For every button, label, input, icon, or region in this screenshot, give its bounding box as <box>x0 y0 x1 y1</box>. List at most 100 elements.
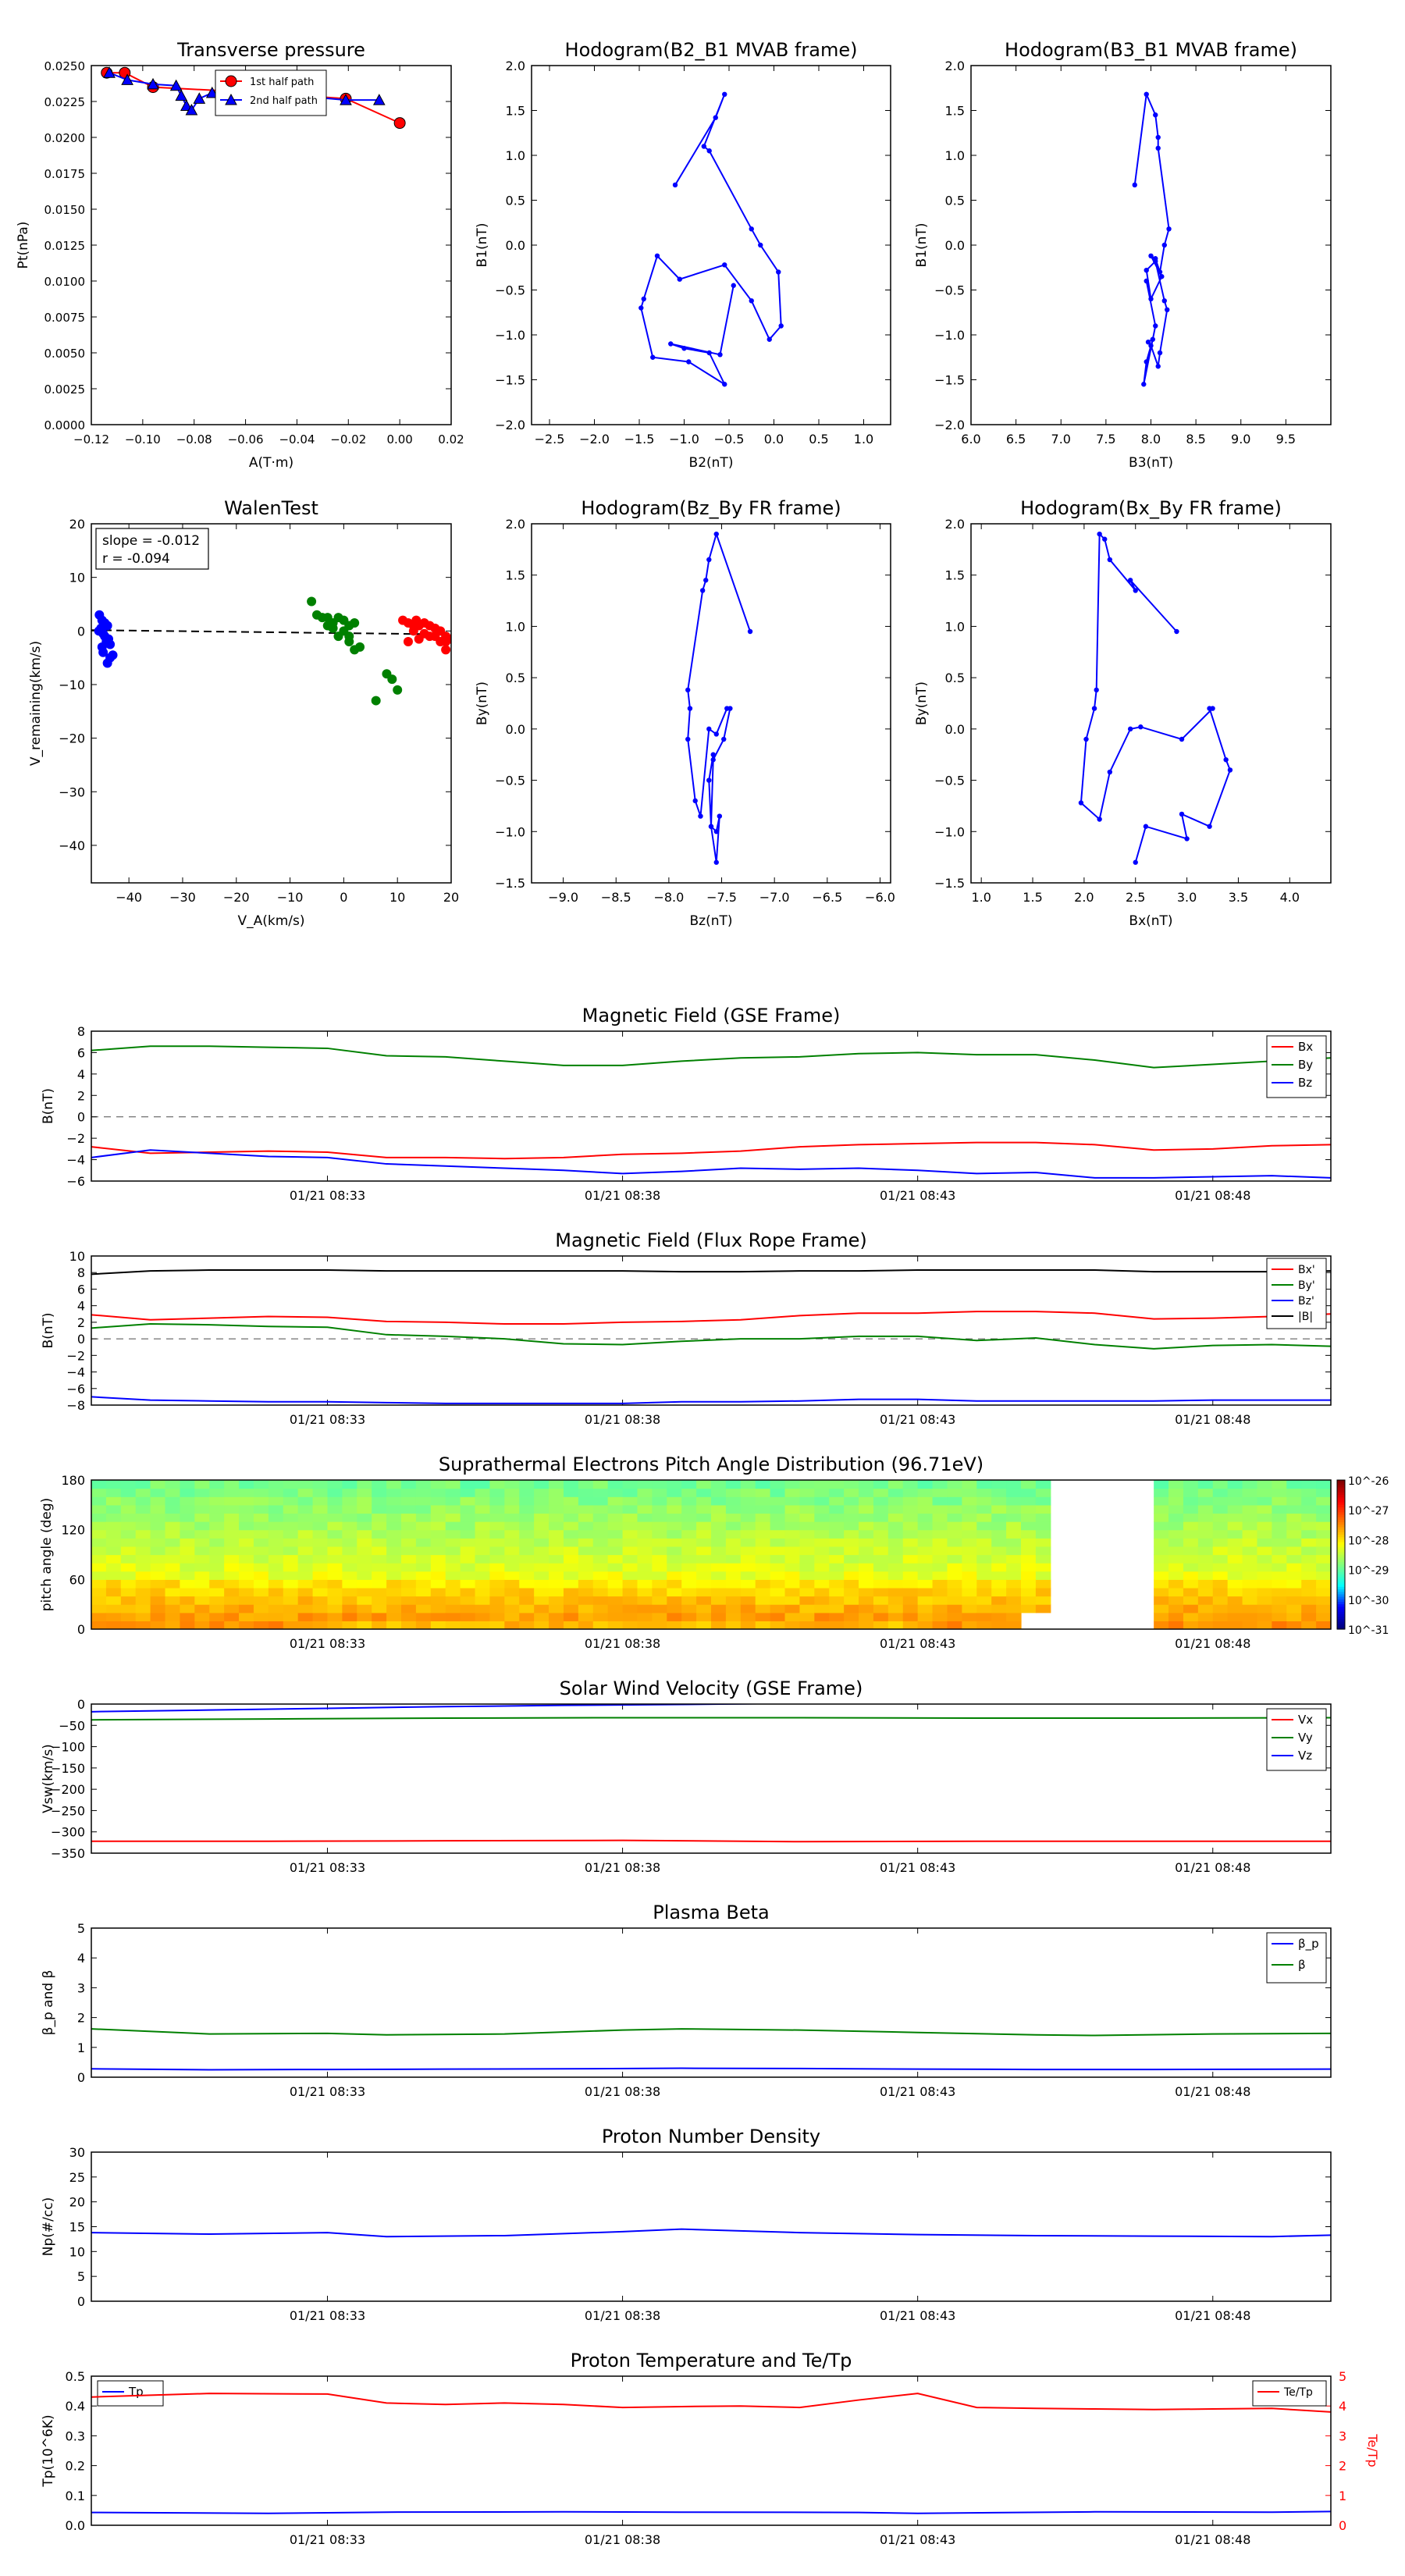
heatmap-cell <box>91 1571 107 1580</box>
heatmap-cell <box>829 1513 845 1522</box>
heatmap-cell <box>105 1521 122 1531</box>
x-tick-label: 1.5 <box>1023 890 1042 905</box>
data-point <box>94 626 104 636</box>
heatmap-cell <box>1183 1521 1199 1531</box>
heatmap-cell <box>401 1587 417 1597</box>
heatmap-cell <box>799 1587 815 1597</box>
heatmap-cell <box>652 1480 667 1489</box>
heatmap-cell <box>445 1529 461 1539</box>
y-tick-label: 2.0 <box>506 59 525 73</box>
heatmap-cell <box>519 1554 535 1564</box>
x-tick-label: −1.5 <box>624 432 655 447</box>
data-point <box>776 269 781 275</box>
heatmap-cell <box>1183 1538 1199 1547</box>
y-tick-label: 0.0125 <box>44 239 86 253</box>
data-point <box>698 813 703 819</box>
heatmap-cell <box>224 1513 240 1522</box>
x-tick-label: −30 <box>169 890 196 905</box>
axes-frame <box>531 523 891 884</box>
heatmap-cell <box>1257 1504 1272 1514</box>
heatmap-cell <box>887 1563 904 1572</box>
heatmap-cell <box>563 1587 579 1597</box>
heatmap-cell <box>1183 1604 1199 1614</box>
heatmap-cell <box>991 1538 1007 1547</box>
heatmap-cell <box>1227 1604 1243 1614</box>
heatmap-cell <box>357 1529 372 1539</box>
heatmap-cell <box>947 1571 962 1580</box>
heatmap-cell <box>1227 1488 1243 1497</box>
heatmap-cell <box>1242 1554 1258 1564</box>
y-tick-label: 20 <box>69 2195 85 2210</box>
heatmap-cell <box>401 1496 417 1506</box>
plot-area-right <box>91 2393 1331 2413</box>
heatmap-cell <box>770 1546 786 1556</box>
heatmap-cell <box>887 1529 904 1539</box>
heatmap-cell <box>504 1596 520 1605</box>
heatmap-cell <box>902 1504 919 1514</box>
heatmap-cell <box>859 1563 874 1572</box>
heatmap-cell <box>1035 1546 1051 1556</box>
series-line-Vx <box>91 1839 1331 1843</box>
heatmap-cell <box>607 1504 624 1514</box>
heatmap-cell <box>460 1488 476 1497</box>
heatmap-cell <box>652 1604 667 1614</box>
heatmap-cell <box>489 1488 505 1497</box>
series-line-By <box>91 1045 1331 1069</box>
heatmap-cell <box>372 1488 387 1497</box>
heatmap-cell <box>1272 1579 1287 1589</box>
heatmap-cell <box>283 1488 299 1497</box>
heatmap-cell <box>1286 1513 1302 1522</box>
heatmap-cell <box>150 1480 166 1489</box>
heatmap-cell <box>696 1554 712 1564</box>
heatmap-cell <box>976 1571 992 1580</box>
x-tick-label: 01/21 08:38 <box>585 1636 660 1651</box>
legend-box <box>1266 1932 1327 1984</box>
heatmap-cell <box>652 1513 667 1522</box>
colorbar-cell <box>1337 1500 1345 1503</box>
x-tick-label: 0 <box>340 890 347 905</box>
heatmap-cell <box>799 1521 815 1531</box>
heatmap-cell <box>799 1480 815 1489</box>
x-tick-label: 01/21 08:38 <box>585 2532 660 2547</box>
heatmap-cell <box>725 1496 742 1506</box>
heatmap-cell <box>327 1529 343 1539</box>
heatmap-cell <box>814 1513 830 1522</box>
colorbar-cell <box>1337 1611 1345 1615</box>
heatmap-cell <box>1212 1488 1229 1497</box>
heatmap-cell <box>976 1596 992 1605</box>
heatmap-cell <box>120 1496 137 1506</box>
heatmap-cell <box>917 1546 934 1556</box>
heatmap-cell <box>696 1488 712 1497</box>
heatmap-cell <box>549 1621 564 1629</box>
legend: β_pβ <box>1266 1932 1327 1984</box>
data-point <box>1155 145 1161 151</box>
heatmap-cell <box>386 1571 402 1580</box>
heatmap-cell <box>1301 1579 1317 1589</box>
heatmap-cell <box>430 1587 446 1597</box>
heatmap-cell <box>489 1480 505 1489</box>
heatmap-cell <box>770 1538 786 1547</box>
heatmap-cell <box>784 1571 801 1580</box>
data-point <box>747 628 753 635</box>
heatmap-cell <box>401 1529 417 1539</box>
heatmap-cell <box>372 1521 387 1531</box>
data-point <box>1133 588 1138 593</box>
data-point <box>1097 531 1102 537</box>
heatmap-cell <box>991 1563 1007 1572</box>
x-tick-label: 0.00 <box>386 432 412 447</box>
x-tick-label: 01/21 08:48 <box>1175 1188 1250 1203</box>
heatmap-cell <box>1227 1571 1243 1580</box>
colorbar-cell <box>1337 1569 1345 1573</box>
heatmap-cell <box>268 1480 284 1489</box>
heatmap-cell <box>297 1587 314 1597</box>
heatmap-cell <box>1272 1538 1287 1547</box>
heatmap-cell <box>592 1496 609 1506</box>
heatmap-cell <box>1301 1554 1317 1564</box>
heatmap-cell <box>224 1504 240 1514</box>
heatmap-cell <box>268 1488 284 1497</box>
data-point <box>713 731 719 737</box>
y-tick-label: 0 <box>77 624 85 639</box>
heatmap-cell <box>297 1596 314 1605</box>
heatmap-cell <box>1286 1587 1302 1597</box>
